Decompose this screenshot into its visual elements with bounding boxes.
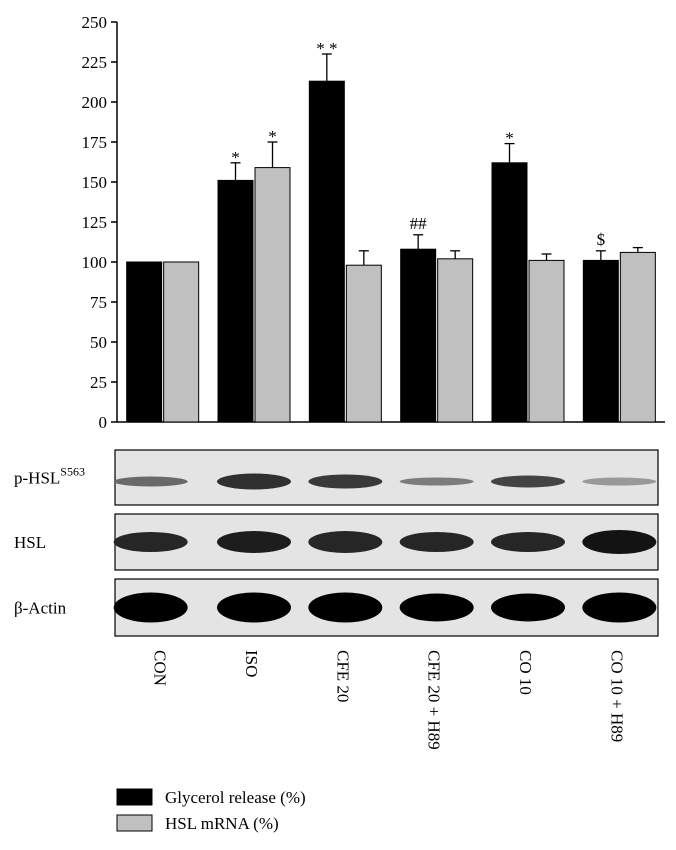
blot-band bbox=[308, 531, 383, 553]
blot-band bbox=[113, 476, 188, 487]
blot-panel bbox=[114, 578, 659, 637]
bar bbox=[163, 261, 200, 423]
blot-band bbox=[582, 530, 657, 554]
y-tick-label: 50 bbox=[90, 333, 107, 352]
bar bbox=[619, 251, 656, 423]
blot-band bbox=[491, 475, 565, 488]
blot-band bbox=[582, 592, 657, 623]
x-tick-label: CON bbox=[151, 650, 170, 686]
x-tick-label: CFE 20 + H89 bbox=[425, 650, 444, 750]
blot-band bbox=[217, 531, 291, 553]
significance-marker: * bbox=[505, 129, 514, 148]
y-tick-label: 150 bbox=[82, 173, 108, 192]
y-tick-label: 225 bbox=[82, 53, 108, 72]
error-bar bbox=[321, 53, 332, 82]
legend-label: Glycerol release (%) bbox=[165, 788, 306, 807]
x-tick-label: CO 10 + H89 bbox=[607, 650, 626, 742]
y-tick-label: 200 bbox=[82, 93, 108, 112]
bar bbox=[400, 248, 437, 423]
blot-label: p-HSLS563 bbox=[14, 465, 85, 488]
blot-label: HSL bbox=[14, 533, 46, 552]
blot-band bbox=[217, 473, 291, 490]
blot-label-text: p-HSL bbox=[14, 469, 60, 488]
y-tick-label: 0 bbox=[99, 413, 108, 432]
y-tick-label: 100 bbox=[82, 253, 108, 272]
blot-panel bbox=[114, 449, 659, 506]
blot-label-text: HSL bbox=[14, 533, 46, 552]
blot-band bbox=[308, 474, 383, 489]
y-tick-label: 75 bbox=[90, 293, 107, 312]
significance-marker: * * bbox=[316, 39, 337, 58]
bar bbox=[254, 167, 291, 423]
blot-band bbox=[491, 532, 565, 552]
bar bbox=[582, 259, 619, 423]
x-tick-label: ISO bbox=[242, 650, 261, 677]
error-bar bbox=[504, 142, 515, 163]
blot-band bbox=[217, 592, 291, 623]
x-tick-label: CFE 20 bbox=[333, 650, 352, 702]
significance-marker: * bbox=[231, 148, 240, 167]
y-tick-label: 125 bbox=[82, 213, 108, 232]
error-bar bbox=[595, 250, 606, 261]
bar bbox=[345, 264, 382, 423]
legend-label: HSL mRNA (%) bbox=[165, 814, 279, 833]
bar bbox=[528, 259, 565, 423]
blot-panel bbox=[114, 513, 659, 571]
significance-marker: * bbox=[268, 127, 277, 146]
error-bar bbox=[230, 162, 241, 181]
legend-swatch bbox=[116, 814, 153, 832]
blot-band bbox=[399, 593, 474, 622]
significance-marker: ## bbox=[410, 214, 428, 233]
blot-band bbox=[308, 592, 383, 623]
error-bar bbox=[450, 250, 461, 259]
significance-marker: $ bbox=[597, 230, 606, 249]
bar bbox=[437, 258, 474, 423]
blot-band bbox=[491, 593, 565, 622]
blot-band bbox=[582, 477, 657, 486]
y-tick-label: 25 bbox=[90, 373, 107, 392]
bar bbox=[308, 80, 345, 423]
y-tick-label: 175 bbox=[82, 133, 108, 152]
legend-swatch bbox=[116, 788, 153, 806]
blot-label-text: β-Actin bbox=[14, 599, 67, 618]
blot-band bbox=[399, 532, 474, 552]
error-bar bbox=[541, 253, 552, 261]
error-bar bbox=[267, 141, 278, 168]
blot-band bbox=[113, 532, 188, 552]
x-tick-label: CO 10 bbox=[516, 650, 535, 695]
y-tick-label: 250 bbox=[82, 13, 108, 32]
error-bar bbox=[358, 250, 369, 266]
blot-label-superscript: S563 bbox=[60, 465, 85, 479]
blot-band bbox=[113, 592, 188, 623]
error-bar bbox=[413, 234, 424, 250]
blot-label: β-Actin bbox=[14, 599, 67, 618]
error-bar bbox=[632, 246, 643, 253]
bar bbox=[217, 179, 254, 423]
blot-band bbox=[399, 477, 474, 486]
bar bbox=[491, 162, 528, 423]
bar bbox=[126, 261, 163, 423]
